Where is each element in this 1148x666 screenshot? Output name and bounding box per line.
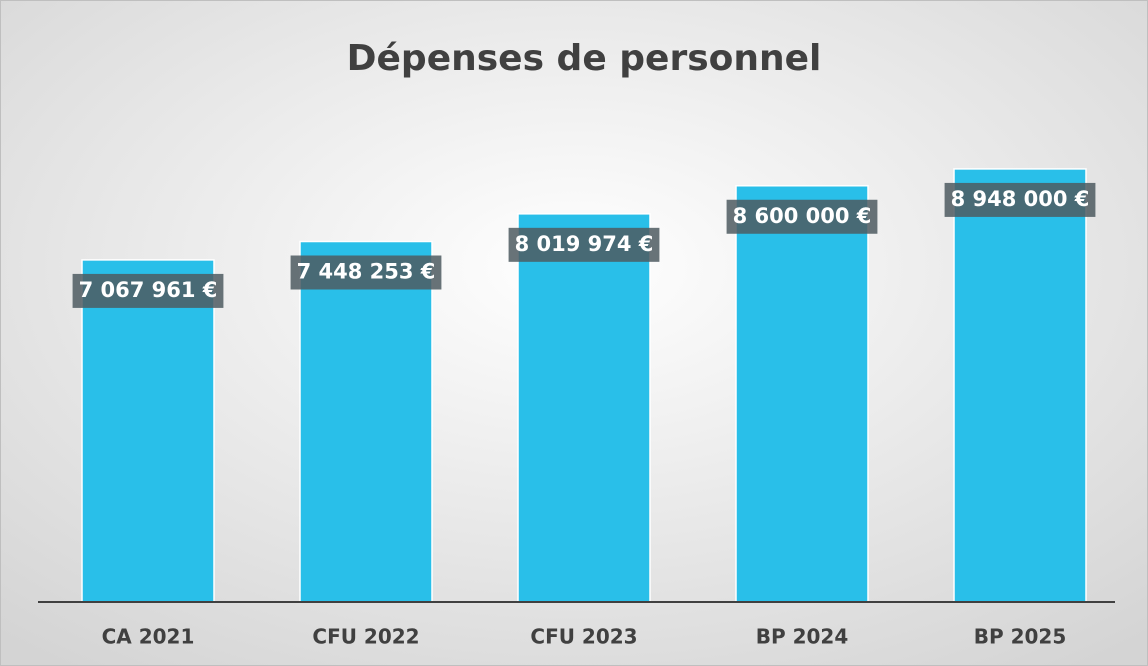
bar	[953, 168, 1087, 603]
bar	[517, 213, 651, 603]
bar	[299, 240, 433, 603]
data-label: 7 448 253 €	[297, 260, 436, 284]
data-label-box	[72, 273, 224, 308]
data-label: 8 600 000 €	[733, 204, 872, 228]
x-tick-label: CFU 2023	[530, 625, 637, 649]
x-tick-label: CFU 2022	[312, 625, 419, 649]
x-tick-label: BP 2024	[756, 625, 849, 649]
data-label-box	[508, 227, 660, 262]
x-tick-label: CA 2021	[102, 625, 195, 649]
data-label-box	[290, 255, 442, 290]
data-label-box	[944, 182, 1096, 217]
chart-title: Dépenses de personnel	[347, 38, 822, 79]
x-tick-label: BP 2025	[974, 625, 1067, 649]
data-label-box	[726, 199, 878, 234]
data-label: 8 948 000 €	[951, 187, 1090, 211]
bar	[81, 259, 215, 603]
data-label: 7 067 961 €	[79, 278, 218, 302]
bar	[735, 185, 869, 603]
data-label: 8 019 974 €	[515, 232, 654, 256]
